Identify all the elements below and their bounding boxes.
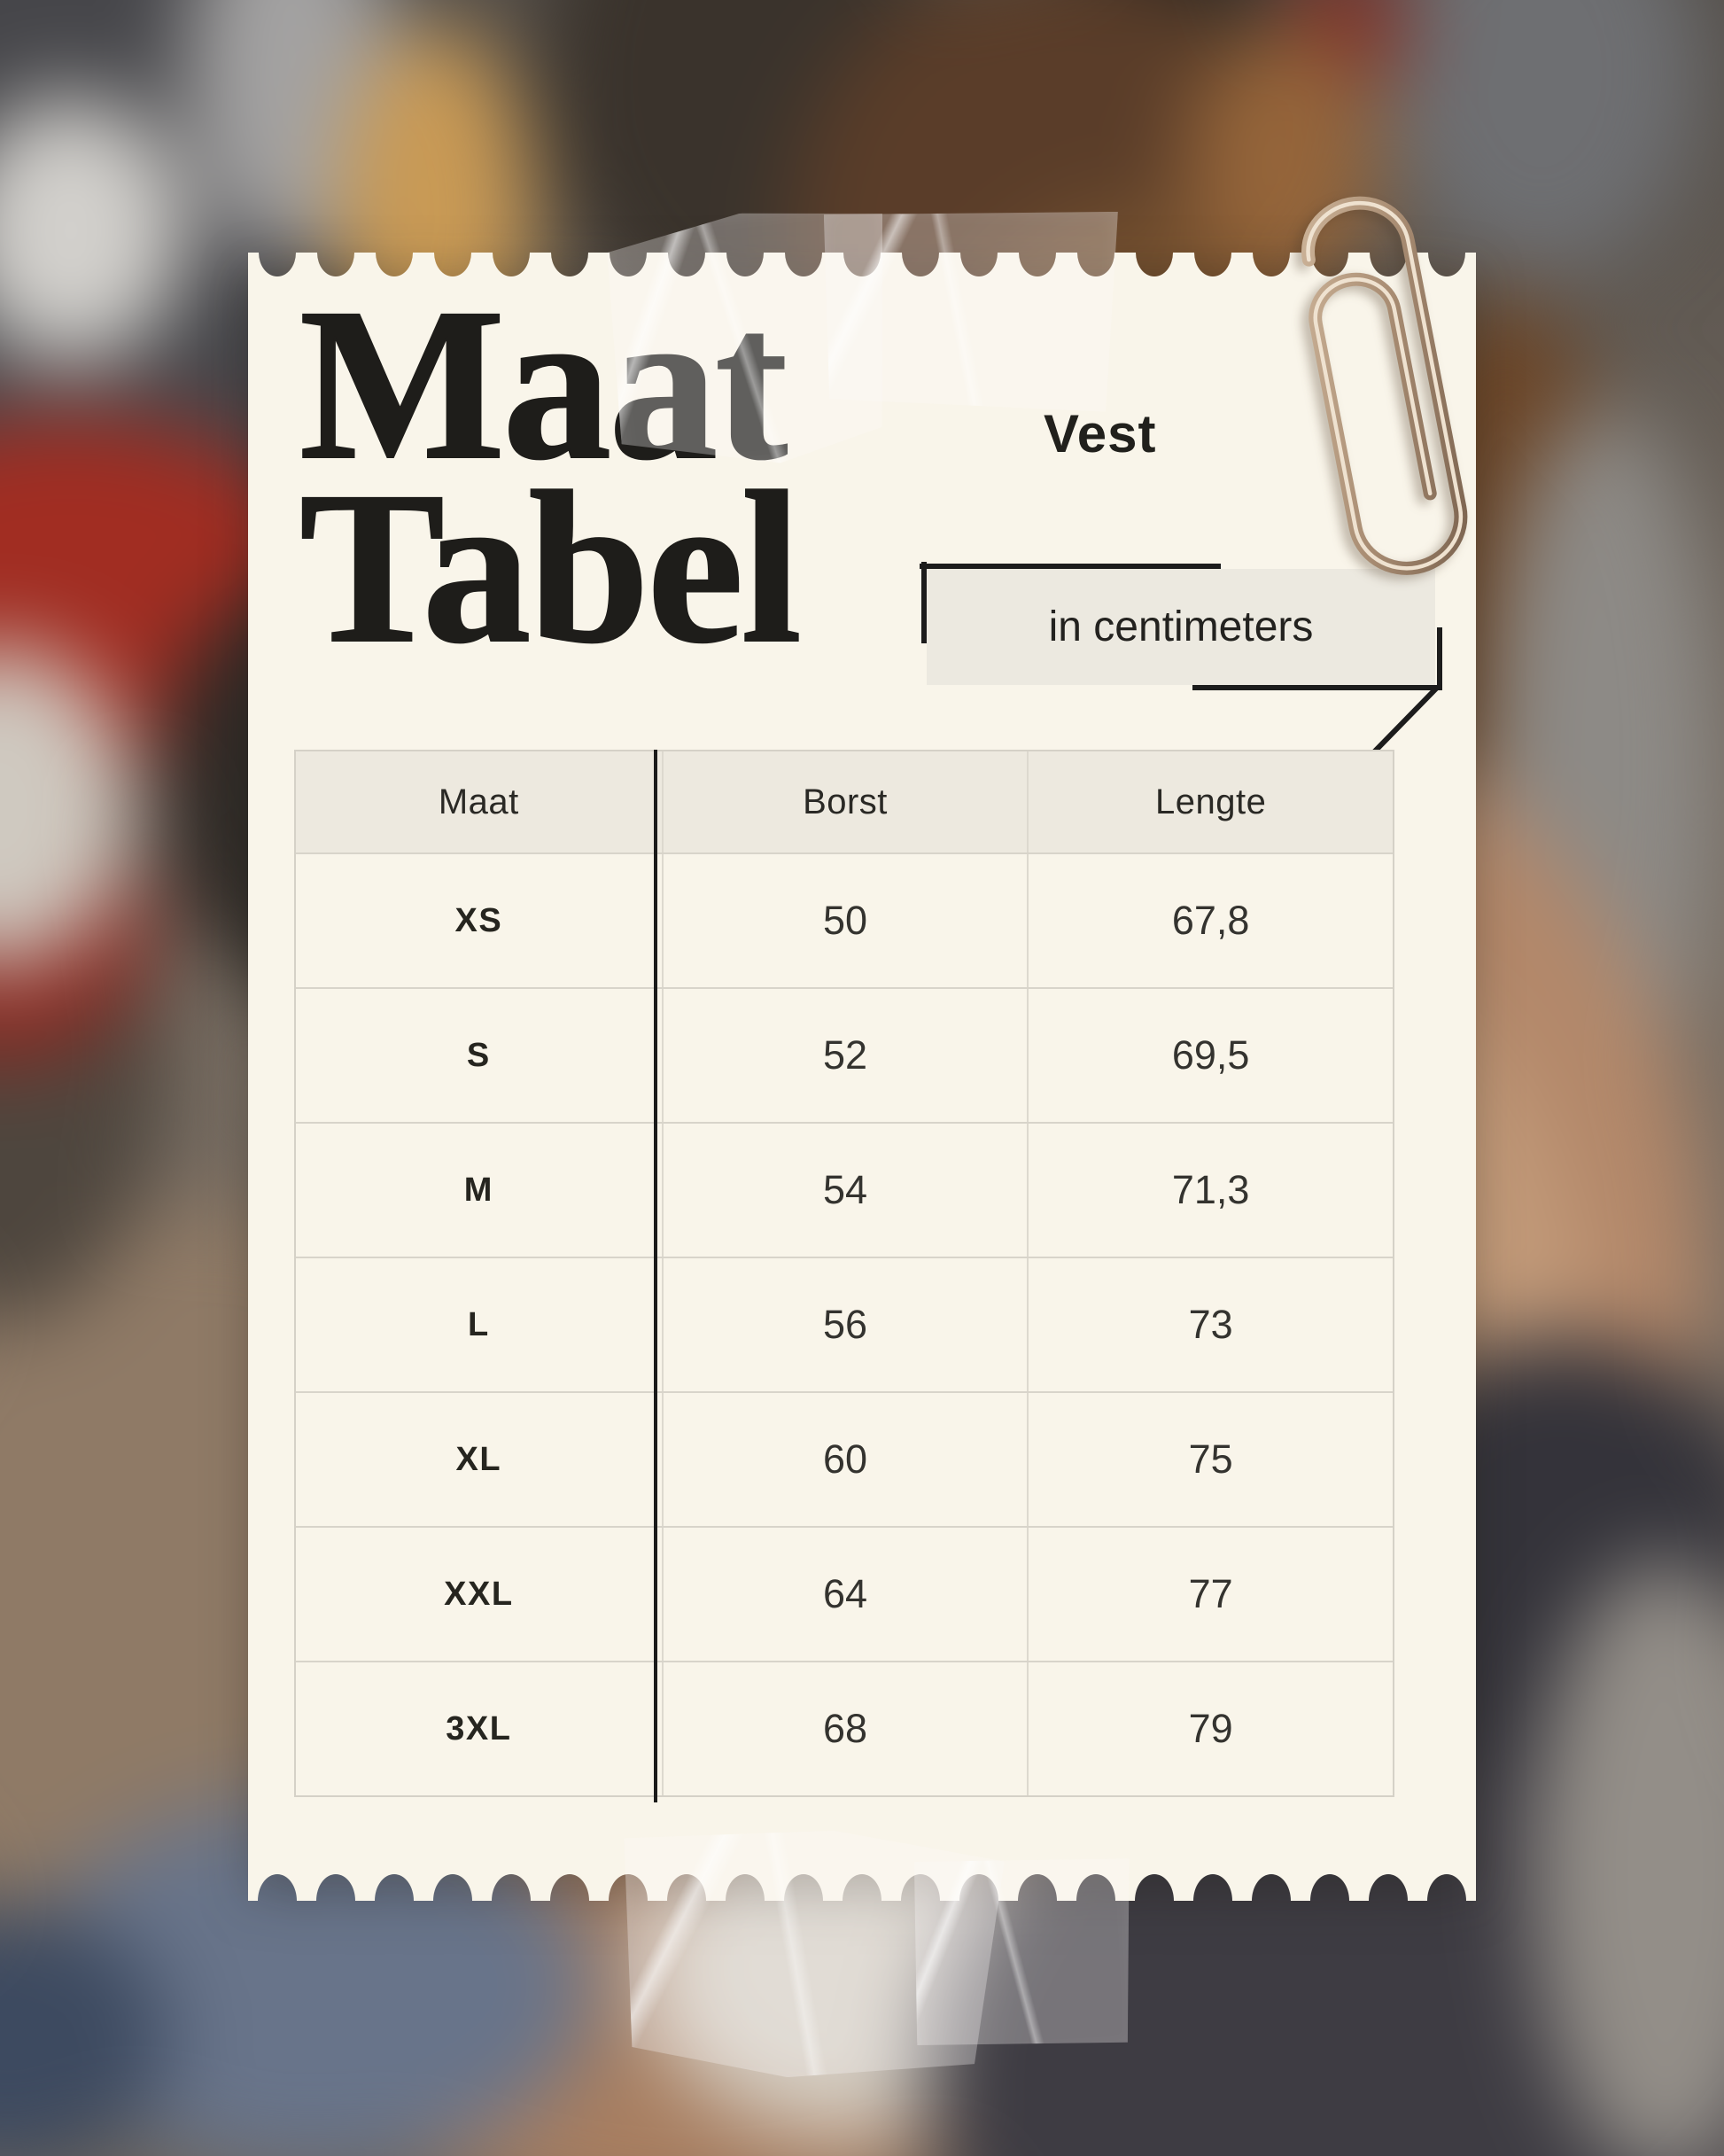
size-cell: 3XL [446,1709,512,1747]
chest-cell: 56 [661,1258,1028,1391]
tape-strip [907,1847,1139,2062]
table-row: XXL 64 77 [296,1526,1393,1661]
chest-cell: 68 [661,1662,1028,1795]
table-row: L 56 73 [296,1257,1393,1391]
table-row: XS 50 67,8 [296,852,1393,987]
paperclip-icon [1301,196,1468,575]
chest-cell: 54 [661,1124,1028,1257]
table-row: 3XL 68 79 [296,1661,1393,1795]
size-cell: XL [455,1440,502,1478]
length-cell: 71,3 [1027,1124,1393,1257]
chest-cell: 52 [661,989,1028,1122]
size-chart-paper: Maat Tabel Vest in centimeters Maat Bors [248,253,1476,1901]
size-cell: M [463,1171,493,1209]
chest-cell: 60 [661,1393,1028,1526]
column-divider-line [654,750,657,1802]
column-header-borst: Borst [661,751,1028,852]
title-line-2: Tabel [299,447,803,689]
product-label: Vest [1044,404,1157,463]
tape-strip [820,206,1118,412]
size-cell: XS [454,901,503,939]
length-cell: 75 [1027,1393,1393,1526]
table-row: XL 60 75 [296,1391,1393,1526]
length-cell: 69,5 [1027,989,1393,1122]
length-cell: 73 [1027,1258,1393,1391]
table-row: S 52 69,5 [296,987,1393,1122]
page-title: Maat Tabel [299,275,803,689]
size-cell: S [466,1036,491,1074]
size-table: Maat Borst Lengte XS 50 67,8 S 52 69,5 M… [294,750,1394,1802]
size-cell: L [467,1305,490,1343]
chest-cell: 64 [661,1528,1028,1661]
column-header-maat: Maat [438,782,519,821]
length-cell: 79 [1027,1662,1393,1795]
unit-callout: in centimeters [927,569,1435,685]
column-header-lengte: Lengte [1027,751,1393,852]
size-cell: XXL [444,1575,514,1613]
table-header-row: Maat Borst Lengte [296,751,1393,852]
chest-cell: 50 [661,854,1028,987]
length-cell: 67,8 [1027,854,1393,987]
length-cell: 77 [1027,1528,1393,1661]
table-row: M 54 71,3 [296,1122,1393,1257]
